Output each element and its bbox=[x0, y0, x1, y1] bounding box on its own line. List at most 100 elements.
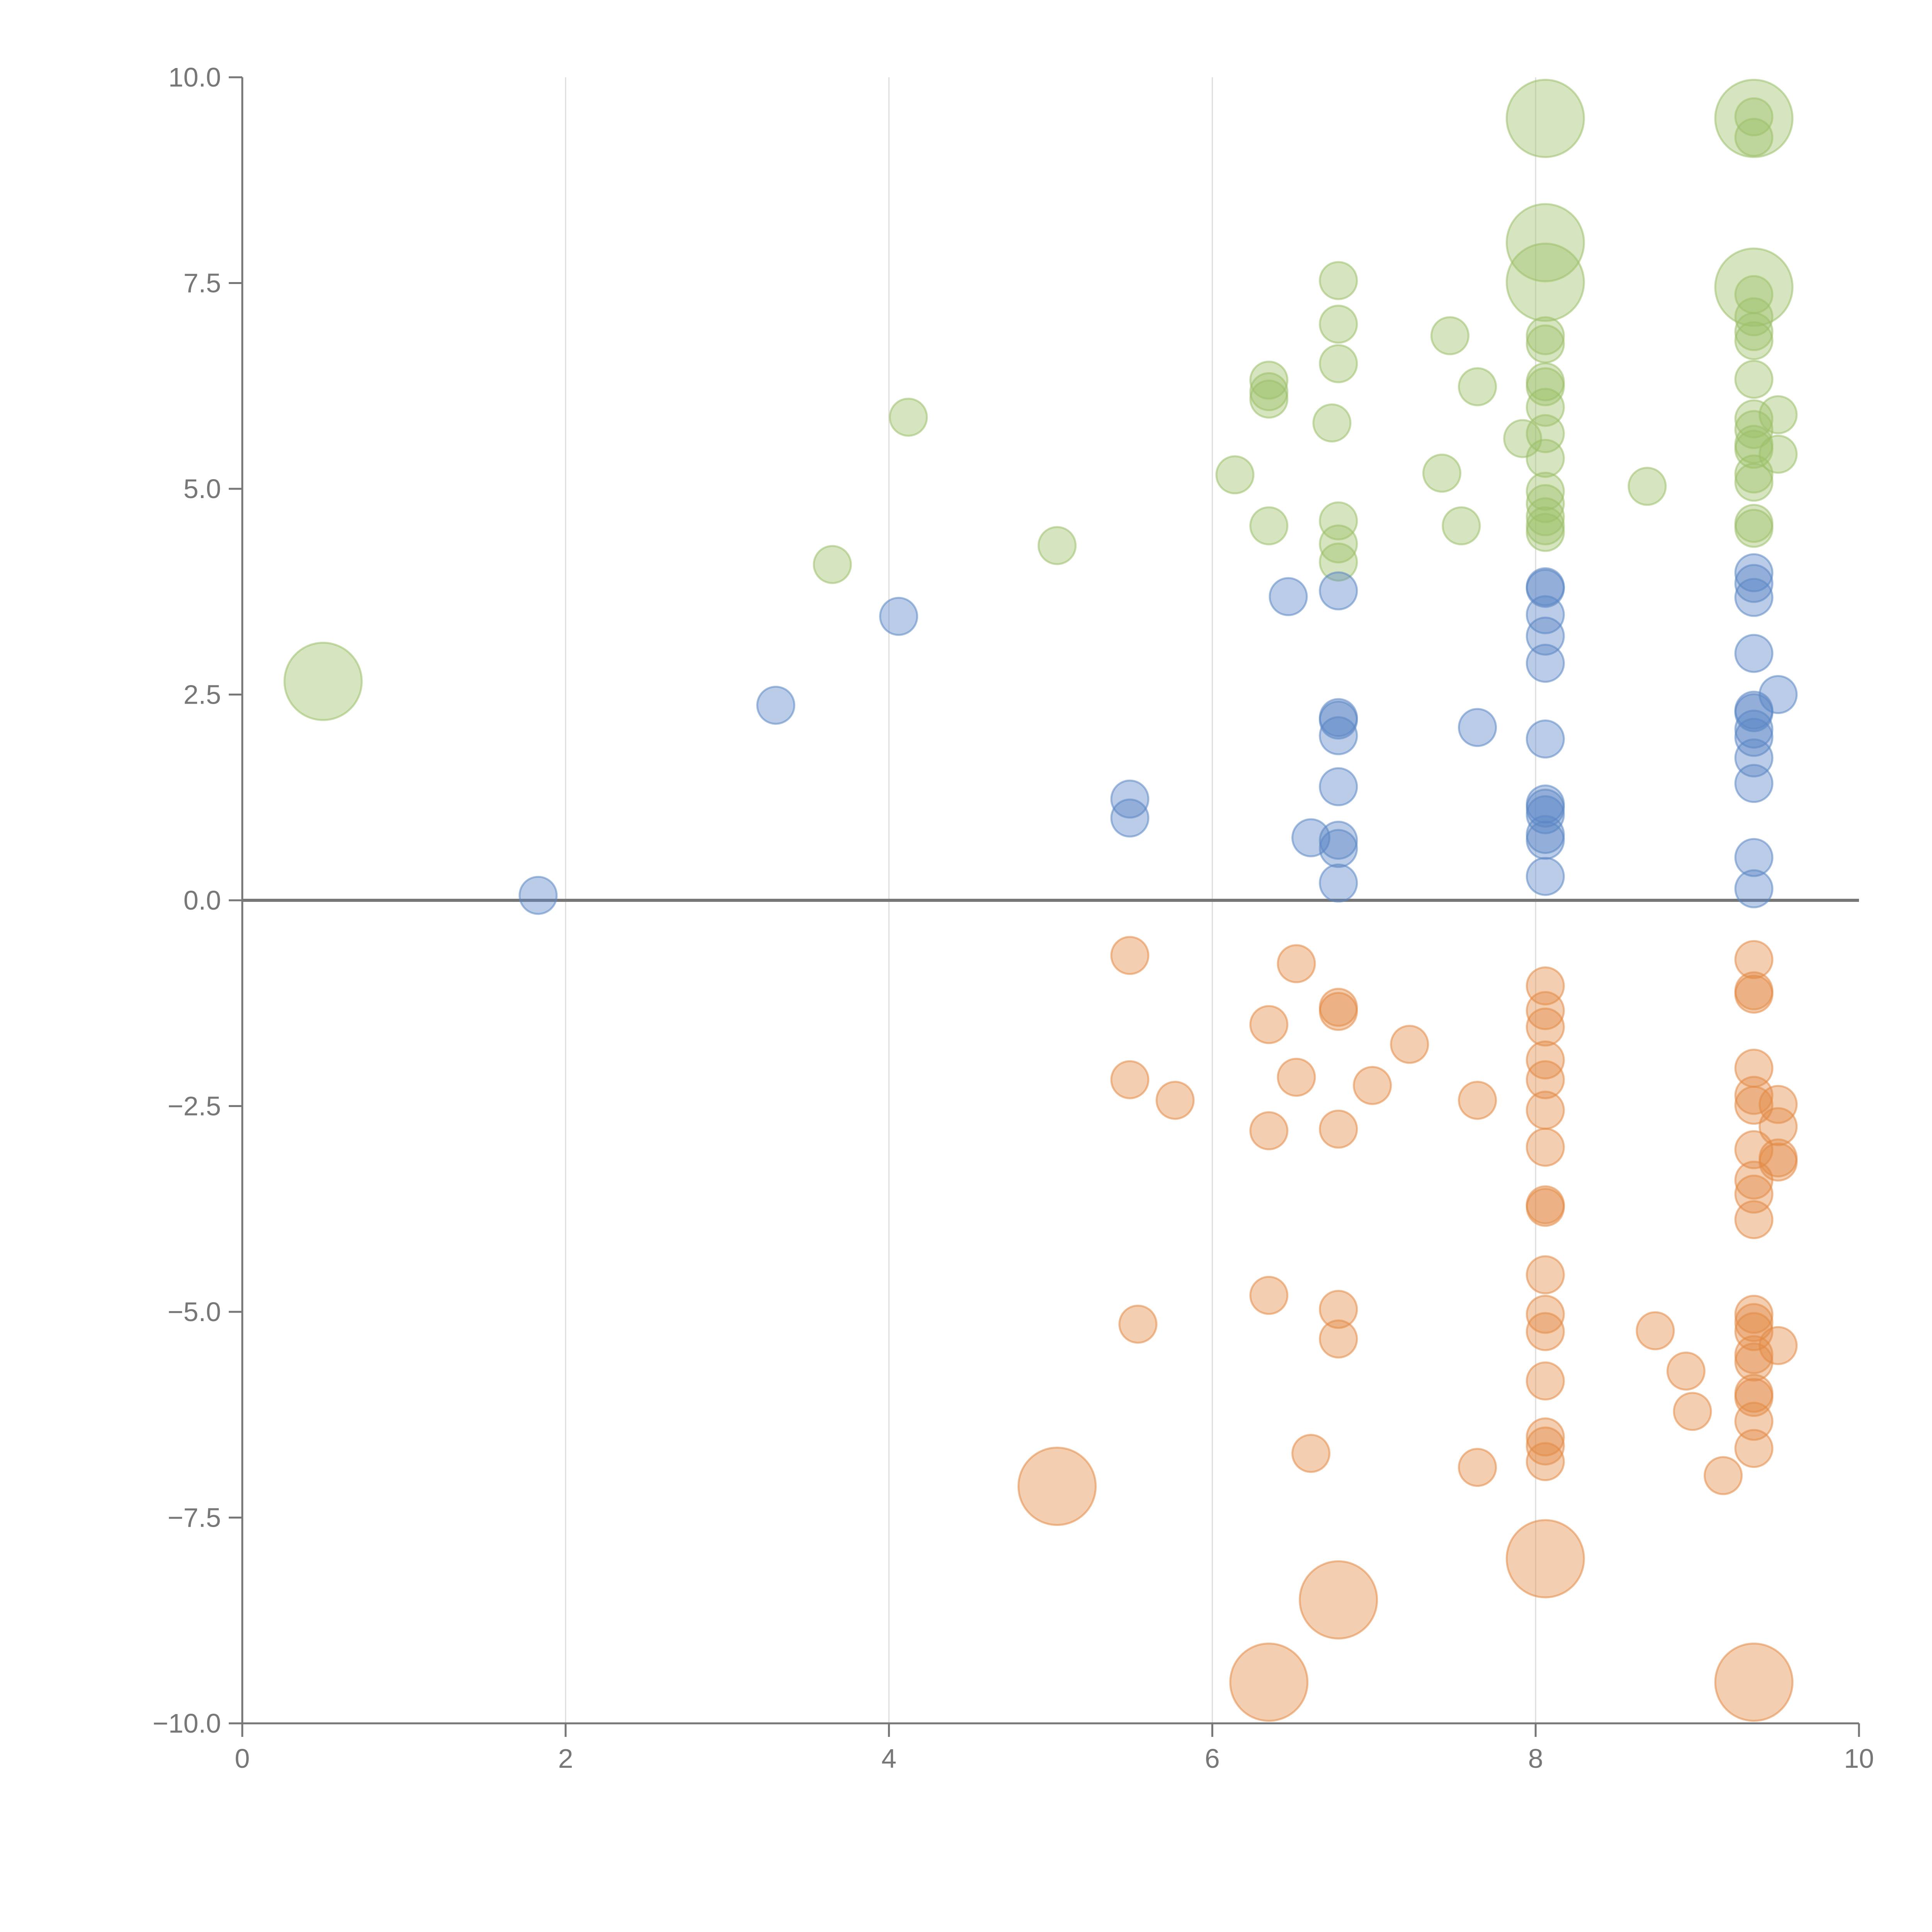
green-point bbox=[1526, 439, 1565, 478]
orange-point bbox=[1526, 1090, 1565, 1130]
orange-point bbox=[1734, 1076, 1774, 1115]
blue-point bbox=[1526, 821, 1565, 860]
orange-point bbox=[1319, 992, 1358, 1031]
green-point bbox=[813, 545, 852, 584]
orange-point bbox=[1458, 1448, 1497, 1487]
orange-point bbox=[1734, 1303, 1774, 1342]
orange-point bbox=[1734, 1342, 1774, 1382]
green-point bbox=[1422, 454, 1462, 493]
orange-point bbox=[1759, 1085, 1798, 1124]
orange-point bbox=[1526, 991, 1565, 1030]
orange-point bbox=[1277, 944, 1316, 983]
blue-point bbox=[1526, 857, 1565, 896]
green-point bbox=[1312, 403, 1352, 443]
blue-point bbox=[1110, 798, 1150, 838]
orange-large-point bbox=[1229, 1643, 1309, 1722]
labels-layer: −10.0 −7.5 −5.0 −2.5 0.0 2.5 5.0 7.5 10.0 0 2 4 6 8 10 bbox=[153, 62, 1874, 1774]
green-point bbox=[1734, 117, 1774, 157]
axes-layer bbox=[229, 76, 1860, 1737]
blue-point bbox=[1734, 838, 1774, 877]
blue-point bbox=[1319, 767, 1358, 806]
orange-point bbox=[1458, 1081, 1497, 1120]
green-point bbox=[1526, 367, 1565, 406]
green-large-point bbox=[1714, 79, 1794, 158]
orange-point bbox=[1759, 1326, 1798, 1365]
orange-point bbox=[1734, 1294, 1774, 1334]
orange-point bbox=[1118, 1304, 1158, 1344]
blue-point bbox=[1734, 764, 1774, 803]
orange-point bbox=[1110, 936, 1150, 975]
green-point bbox=[1526, 513, 1565, 552]
green-point bbox=[1319, 501, 1358, 541]
orange-point bbox=[1249, 1276, 1289, 1315]
orange-point bbox=[1526, 1442, 1565, 1481]
green-point bbox=[1734, 297, 1774, 337]
green-large-point bbox=[1505, 242, 1585, 322]
green-point bbox=[1734, 97, 1774, 136]
green-point bbox=[1526, 324, 1565, 364]
green-point bbox=[1430, 316, 1469, 355]
green-point bbox=[1526, 497, 1565, 536]
orange-point bbox=[1291, 1434, 1331, 1473]
orange-point bbox=[1526, 1294, 1565, 1334]
orange-point bbox=[1759, 1142, 1798, 1182]
y-tick-label: 0.0 bbox=[184, 885, 221, 915]
orange-large-point bbox=[1505, 1519, 1585, 1599]
blue-point bbox=[1734, 634, 1774, 673]
orange-point bbox=[1673, 1392, 1712, 1431]
green-point bbox=[1249, 506, 1289, 546]
blue-point bbox=[1526, 719, 1565, 759]
blue-point bbox=[519, 876, 558, 915]
orange-point bbox=[1319, 1290, 1358, 1329]
green-point bbox=[1458, 367, 1497, 406]
orange-point bbox=[1636, 1311, 1675, 1350]
orange-point bbox=[1249, 1111, 1289, 1150]
green-large-point bbox=[283, 641, 363, 721]
green-point bbox=[1734, 312, 1774, 351]
green-point bbox=[1442, 506, 1481, 546]
green-point bbox=[1734, 463, 1774, 502]
blue-point bbox=[1734, 709, 1774, 749]
x-tick-label: 2 bbox=[558, 1743, 573, 1774]
green-point bbox=[1734, 410, 1774, 449]
orange-point bbox=[1734, 1312, 1774, 1351]
orange-point bbox=[1734, 940, 1774, 979]
green-point bbox=[889, 398, 928, 437]
green-point bbox=[1037, 526, 1077, 565]
blue-point bbox=[1319, 571, 1358, 611]
green-point bbox=[1526, 316, 1565, 355]
blue-point bbox=[1734, 564, 1774, 603]
x-tick-label: 8 bbox=[1528, 1743, 1543, 1774]
orange-point bbox=[1353, 1066, 1392, 1105]
blue-point bbox=[1734, 869, 1774, 908]
green-point bbox=[1215, 455, 1255, 495]
x-tick-label: 0 bbox=[235, 1743, 250, 1774]
green-point bbox=[1249, 379, 1289, 419]
green-point bbox=[1759, 435, 1798, 474]
orange-point bbox=[1734, 1429, 1774, 1468]
orange-point bbox=[1734, 1378, 1774, 1417]
orange-large-point bbox=[1714, 1643, 1794, 1722]
green-point bbox=[1628, 467, 1667, 506]
orange-point bbox=[1277, 1058, 1316, 1097]
blue-point bbox=[1734, 578, 1774, 617]
orange-point bbox=[1734, 1130, 1774, 1169]
blue-point bbox=[1319, 863, 1358, 903]
y-tick-label: 7.5 bbox=[184, 268, 221, 298]
blue-point bbox=[1734, 718, 1774, 757]
blue-point bbox=[1319, 821, 1358, 860]
orange-point bbox=[1759, 1107, 1798, 1146]
blue-point bbox=[756, 685, 796, 725]
orange-point bbox=[1526, 1040, 1565, 1080]
orange-point bbox=[1526, 1312, 1565, 1351]
points-layer bbox=[283, 79, 1798, 1722]
orange-point bbox=[1734, 1401, 1774, 1441]
orange-point bbox=[1249, 1005, 1289, 1044]
blue-point bbox=[1458, 708, 1497, 747]
y-tick-label: 10.0 bbox=[168, 62, 221, 92]
blue-point bbox=[1526, 616, 1565, 656]
orange-point bbox=[1526, 1255, 1565, 1294]
orange-point bbox=[1734, 975, 1774, 1014]
